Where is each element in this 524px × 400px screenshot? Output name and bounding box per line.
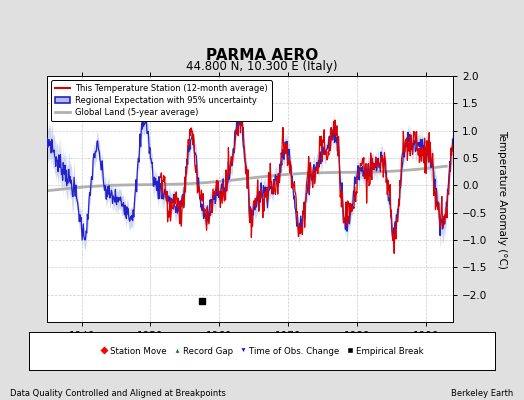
Text: PARMA AERO: PARMA AERO [206, 48, 318, 63]
Legend: This Temperature Station (12-month average), Regional Expectation with 95% uncer: This Temperature Station (12-month avera… [51, 80, 271, 121]
Y-axis label: Temperature Anomaly (°C): Temperature Anomaly (°C) [497, 130, 507, 268]
Text: Data Quality Controlled and Aligned at Breakpoints: Data Quality Controlled and Aligned at B… [10, 389, 226, 398]
Legend: Station Move, Record Gap, Time of Obs. Change, Empirical Break: Station Move, Record Gap, Time of Obs. C… [97, 343, 427, 359]
Text: 44.800 N, 10.300 E (Italy): 44.800 N, 10.300 E (Italy) [186, 60, 338, 73]
Text: Berkeley Earth: Berkeley Earth [451, 389, 514, 398]
